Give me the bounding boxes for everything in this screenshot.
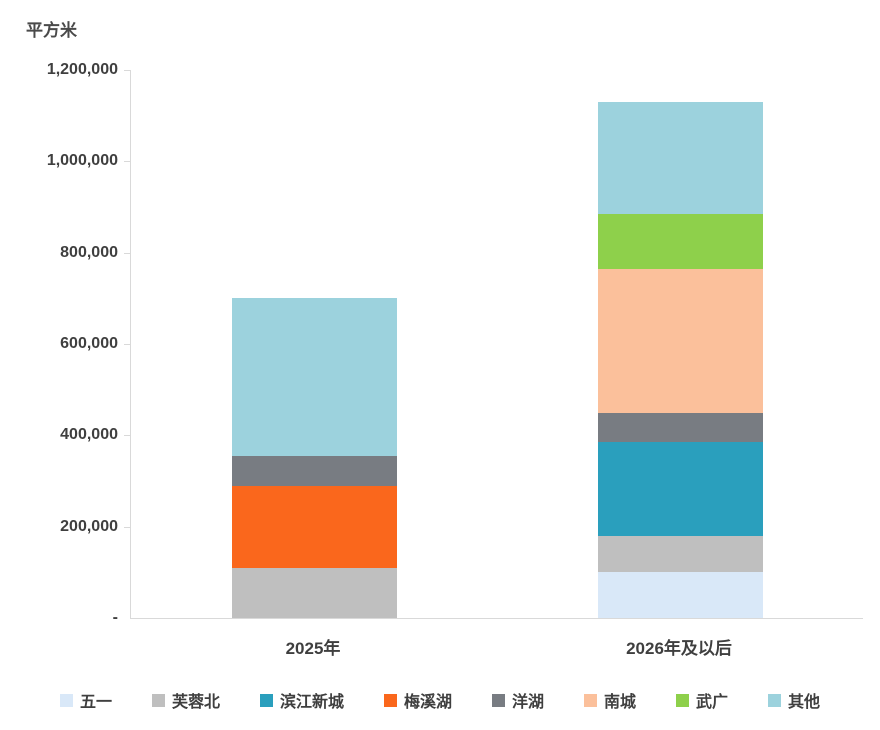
bar-segment — [597, 101, 763, 214]
legend-label: 梅溪湖 — [403, 694, 452, 711]
legend-item: 洋湖 — [492, 688, 544, 712]
bar-segment — [597, 268, 763, 413]
y-tick-label: 200,000 — [60, 517, 118, 535]
legend-label: 洋湖 — [512, 694, 545, 711]
y-axis-title: 平方米 — [26, 21, 77, 40]
legend-item: 其他 — [768, 688, 820, 712]
y-tick-label: 600,000 — [60, 335, 118, 352]
bar-segment — [231, 298, 397, 456]
bar — [597, 70, 763, 618]
legend-swatch — [492, 693, 505, 707]
y-tick-mark — [124, 435, 130, 437]
legend-swatch — [151, 693, 165, 707]
legend-swatch — [59, 693, 73, 707]
bar-segment — [597, 412, 763, 443]
legend-label: 其他 — [788, 694, 821, 711]
bar-segment — [597, 213, 763, 269]
bar — [231, 70, 397, 618]
bar-segment — [597, 535, 763, 573]
y-tick-mark — [124, 70, 130, 71]
bar-segment — [597, 572, 763, 618]
bar-segment — [597, 442, 763, 536]
legend-swatch — [676, 693, 690, 707]
y-tick-label: - — [112, 609, 118, 626]
legend-label: 武广 — [696, 694, 729, 711]
y-tick-label: 1,200,000 — [46, 61, 118, 78]
legend-item: 梅溪湖 — [383, 688, 452, 712]
y-tick-mark — [124, 161, 130, 163]
bar-segment — [231, 455, 397, 486]
legend-swatch — [584, 693, 598, 707]
legend-item: 武广 — [676, 688, 728, 712]
legend-item: 滨江新城 — [259, 688, 344, 712]
y-tick-label: 400,000 — [60, 426, 118, 444]
y-tick-mark — [124, 252, 130, 254]
legend-label: 五一 — [79, 694, 112, 711]
y-tick-label: 800,000 — [60, 243, 118, 261]
y-tick-label: 1,000,000 — [46, 152, 118, 170]
x-axis-label: 2025年 — [285, 639, 341, 658]
legend-label: 芙蓉北 — [171, 694, 220, 711]
legend-label: 滨江新城 — [279, 694, 344, 711]
legend-swatch — [768, 693, 782, 707]
legend-item: 南城 — [584, 688, 636, 712]
legend-item: 芙蓉北 — [151, 688, 220, 712]
legend: 五一 芙蓉北 滨江新城 梅溪湖 洋湖 南城 武广 其他 — [0, 688, 880, 712]
bar-segment — [231, 567, 397, 618]
bar-segment — [231, 485, 397, 568]
legend-swatch — [259, 693, 273, 707]
x-axis-label: 2026年及以后 — [626, 639, 732, 658]
legend-item: 五一 — [59, 688, 112, 712]
legend-swatch — [383, 693, 397, 707]
legend-label: 南城 — [604, 694, 637, 711]
y-tick-mark — [124, 526, 130, 528]
plot-area — [130, 70, 863, 619]
y-tick-mark — [124, 344, 130, 345]
